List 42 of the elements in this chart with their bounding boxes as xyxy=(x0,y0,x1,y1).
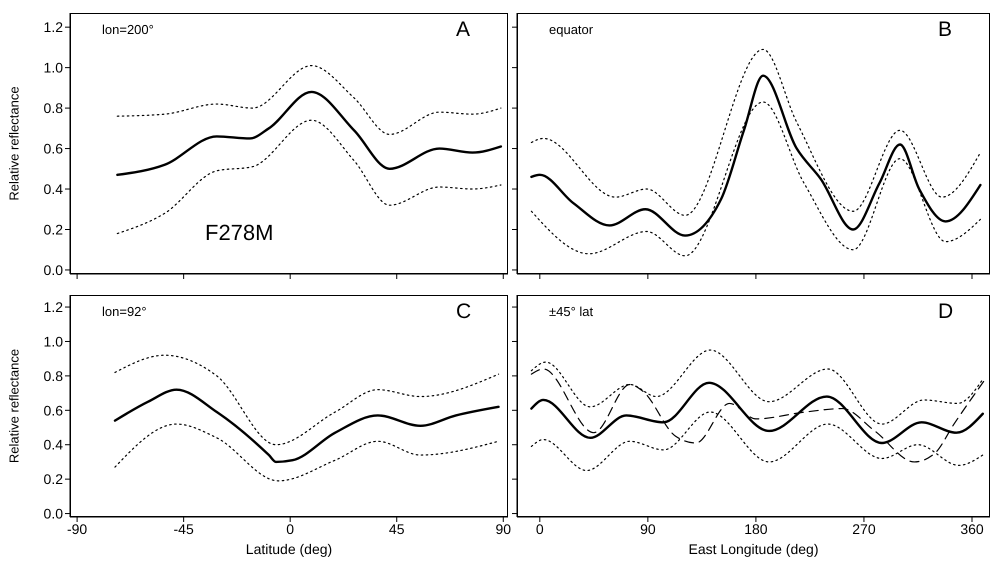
annotation: equator xyxy=(549,22,594,37)
annotation: B xyxy=(938,18,952,41)
annotation: D xyxy=(938,300,954,323)
x-tick-label: 90 xyxy=(640,520,656,537)
line-series xyxy=(114,388,500,464)
y-tick-label: 1.2 xyxy=(44,19,64,36)
x-tick-label: 90 xyxy=(495,520,512,537)
y-tick-label: 1.0 xyxy=(44,60,64,76)
x-tick-label: 360 xyxy=(960,520,984,537)
x-tick-label: -45 xyxy=(174,520,194,537)
y-tick-label: 0.2 xyxy=(44,221,64,238)
annotation: F278M xyxy=(205,220,274,245)
x-tick-label: -90 xyxy=(66,520,88,537)
line-series xyxy=(116,90,502,176)
x-tick-label: 270 xyxy=(852,520,876,537)
line-series xyxy=(114,354,500,446)
x-axis-title: East Longitude (deg) xyxy=(688,541,820,558)
y-axis-title: Relative reflectance xyxy=(6,348,22,464)
line-series xyxy=(114,423,500,482)
y-tick-label: 1.2 xyxy=(44,299,64,316)
annotation: ±45° lat xyxy=(549,304,594,319)
x-axis-title: Latitude (deg) xyxy=(244,541,334,558)
y-tick-label: 0.2 xyxy=(44,471,64,488)
y-tick-label: 0.0 xyxy=(44,506,64,522)
x-tick-label: 0 xyxy=(286,520,294,537)
y-tick-label: 0.6 xyxy=(44,140,64,157)
annotation: lon=200° xyxy=(102,22,154,37)
annotation: A xyxy=(456,18,470,41)
x-tick-label: 45 xyxy=(388,520,405,537)
annotation: lon=92° xyxy=(102,304,147,319)
y-tick-label: 0.6 xyxy=(44,402,64,418)
line-series xyxy=(116,65,502,135)
x-tick-label: 180 xyxy=(744,520,768,537)
y-tick-label: 1.0 xyxy=(44,333,64,350)
y-tick-label: 0.8 xyxy=(44,368,64,384)
x-tick-label: 0 xyxy=(536,520,544,537)
y-tick-label: 0.4 xyxy=(44,436,64,453)
y-axis-title: Relative reflectance xyxy=(6,86,22,201)
annotation: C xyxy=(456,300,472,323)
y-tick-label: 0.4 xyxy=(44,180,64,197)
y-tick-label: 0.0 xyxy=(44,262,64,278)
y-tick-label: 0.8 xyxy=(44,100,64,116)
